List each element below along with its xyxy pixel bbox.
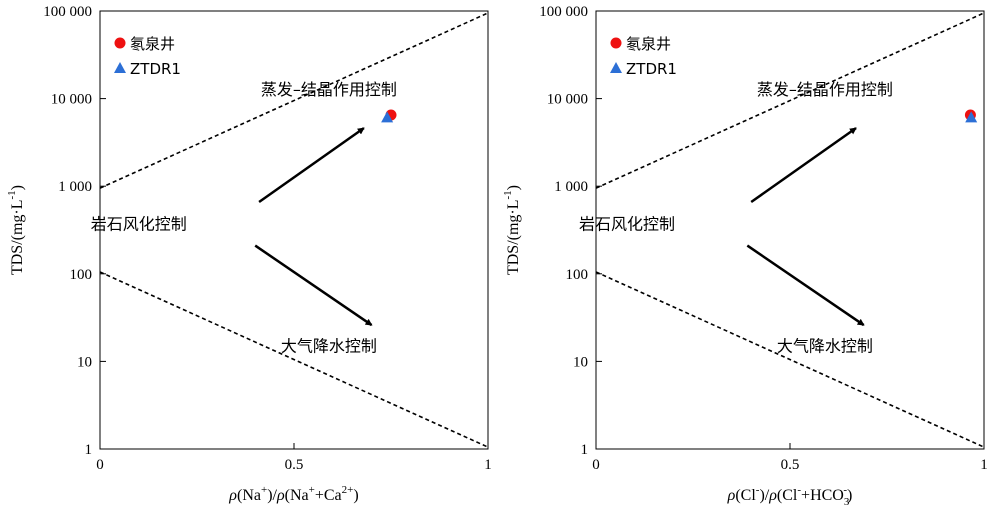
x-tick-label: 0.5: [781, 457, 800, 473]
legend-marker-circle: [114, 37, 126, 49]
upper-dashed-line: [99, 12, 489, 189]
x-title-part: (Cl: [777, 487, 798, 504]
x-title-sup: -: [756, 484, 760, 496]
x-title-part: )/: [759, 487, 769, 504]
region-label: 大气降水控制: [281, 336, 377, 355]
y-tick-label: 10: [573, 354, 588, 370]
y-title-end: ): [9, 185, 26, 190]
x-title-part: )/: [267, 487, 277, 504]
y-tick-label: 10 000: [547, 92, 588, 108]
region-label: 岩石风化控制: [91, 215, 187, 234]
x-title-sup: +: [261, 484, 267, 496]
x-title-part: +Ca: [315, 487, 342, 504]
legend-label: ZTDR1: [626, 60, 677, 78]
lower-dashed-line: [595, 271, 985, 448]
upper-dashed-line: [595, 12, 985, 189]
legend-label: 氡泉井: [626, 35, 671, 53]
x-title-part: +HCO: [801, 487, 844, 504]
y-tick-label: 1 000: [58, 179, 92, 195]
x-tick-label: 1: [980, 457, 988, 473]
y-tick-label: 10: [77, 354, 92, 370]
y-axis-title: TDS/(mg·L-1): [502, 185, 522, 275]
y-tick-label: 10 000: [51, 92, 92, 108]
region-label: 岩石风化控制: [579, 215, 675, 234]
data-point-triangle: [965, 111, 978, 123]
x-title-part: ): [353, 487, 358, 504]
y-tick-label: 100: [566, 267, 589, 283]
region-label: 蒸发–结晶作用控制: [757, 80, 893, 99]
y-title-main: TDS/(mg·L: [505, 199, 522, 275]
arrow-down-right: [254, 244, 373, 327]
x-title-part: ): [847, 487, 852, 504]
arrow-down-right: [746, 244, 865, 327]
y-title-sup: -1: [502, 190, 514, 199]
chart-left: 1 10 100 1 000 10 000 100 000 0 0.5 1 蒸发–结晶作用控制岩石…: [6, 4, 492, 504]
legend-marker-triangle: [114, 62, 126, 73]
legend-marker-triangle: [610, 62, 622, 73]
arrow-up-right: [258, 127, 365, 204]
y-tick-label: 100: [70, 267, 93, 283]
y-title-end: ): [505, 185, 522, 190]
y-tick-label: 1: [581, 442, 589, 458]
x-tick-label: 0.5: [285, 457, 304, 473]
x-tick-label: 0: [592, 457, 600, 473]
y-axis-title: TDS/(mg·L-1): [6, 185, 26, 275]
y-tick-label: 100 000: [539, 4, 588, 20]
region-label: 大气降水控制: [777, 336, 873, 355]
x-tick-label: 1: [484, 457, 492, 473]
y-title-main: TDS/(mg·L: [9, 199, 26, 275]
lower-dashed-line: [99, 271, 489, 448]
chart-right: 1 10 100 1 000 10 000 100 000 0 0.5 1 蒸发–结晶作用控制岩石…: [502, 4, 988, 508]
y-title-sup: -1: [6, 190, 18, 199]
x-title-part: (Na: [285, 487, 309, 504]
x-title-rho: ρ: [276, 487, 285, 504]
y-tick-label: 1: [85, 442, 93, 458]
legend-label: ZTDR1: [130, 60, 181, 78]
x-title-rho: ρ: [768, 487, 777, 504]
region-label: 蒸发–结晶作用控制: [261, 80, 397, 99]
x-title-part: (Cl: [735, 487, 756, 504]
y-tick-label: 100 000: [43, 4, 92, 20]
x-title-sub: 3: [844, 496, 850, 508]
x-title-sup: +: [309, 484, 315, 496]
x-axis-title: ρ(Cl-)/ρ(Cl-+HCO3-): [727, 484, 853, 508]
x-title-rho: ρ: [727, 487, 736, 504]
x-title-sup: 2+: [342, 484, 354, 496]
x-title-sup: -: [843, 484, 847, 496]
legend-marker-circle: [610, 37, 622, 49]
x-axis-title: ρ(Na+)/ρ(Na++Ca2+): [228, 484, 358, 504]
data-point-triangle: [381, 111, 394, 123]
x-title-rho: ρ: [228, 487, 237, 504]
x-title-part: (Na: [237, 487, 261, 504]
x-title-sup: -: [797, 484, 801, 496]
legend-label: 氡泉井: [130, 35, 175, 53]
x-tick-label: 0: [96, 457, 104, 473]
y-tick-label: 1 000: [554, 179, 588, 195]
arrow-up-right: [750, 127, 857, 204]
